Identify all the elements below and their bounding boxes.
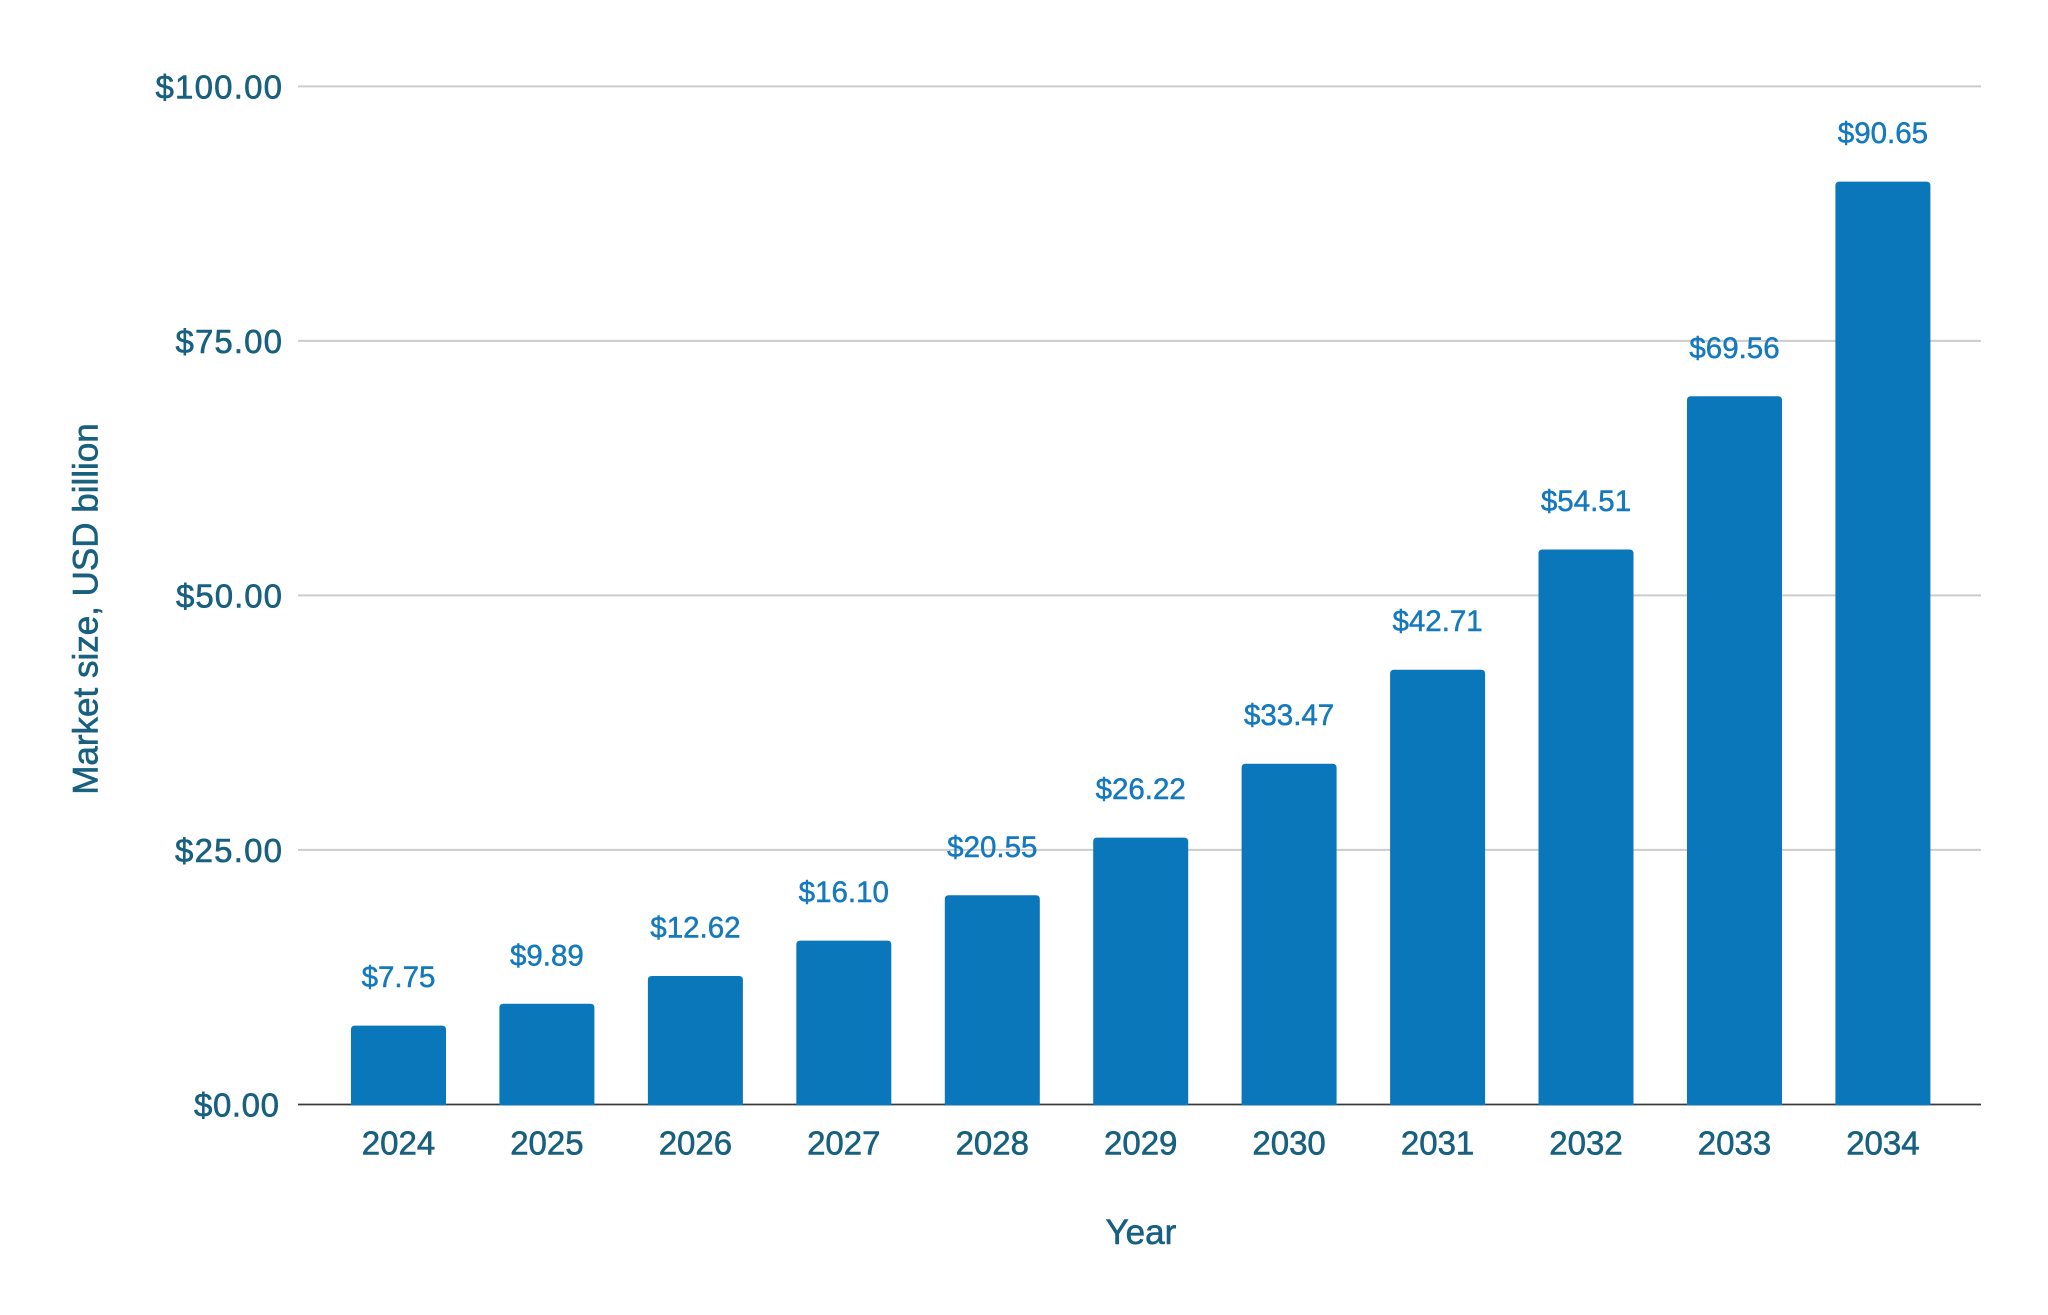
svg-text:2029: 2029 <box>1104 1124 1177 1161</box>
svg-text:Market size, USD billion: Market size, USD billion <box>67 423 106 795</box>
svg-text:2032: 2032 <box>1549 1124 1622 1161</box>
svg-text:$16.10: $16.10 <box>799 876 889 909</box>
svg-text:$9.89: $9.89 <box>510 939 584 972</box>
svg-text:$25.00: $25.00 <box>175 832 282 869</box>
svg-text:2028: 2028 <box>956 1124 1029 1161</box>
svg-text:2030: 2030 <box>1252 1124 1325 1161</box>
svg-text:$54.51: $54.51 <box>1541 485 1631 518</box>
svg-text:2024: 2024 <box>362 1124 435 1161</box>
svg-text:$26.22: $26.22 <box>1096 773 1186 806</box>
svg-text:$20.55: $20.55 <box>947 831 1037 864</box>
svg-text:$7.75: $7.75 <box>362 961 436 994</box>
svg-text:Year: Year <box>1106 1213 1177 1252</box>
svg-text:$100.00: $100.00 <box>156 69 283 106</box>
svg-text:$42.71: $42.71 <box>1392 605 1482 638</box>
svg-text:2033: 2033 <box>1698 1124 1771 1161</box>
svg-text:2027: 2027 <box>807 1124 880 1161</box>
svg-text:$90.65: $90.65 <box>1838 117 1928 150</box>
svg-text:$69.56: $69.56 <box>1689 332 1779 365</box>
svg-text:2034: 2034 <box>1846 1124 1919 1161</box>
svg-text:2025: 2025 <box>510 1124 583 1161</box>
svg-text:2026: 2026 <box>659 1124 732 1161</box>
svg-text:$0.00: $0.00 <box>194 1087 279 1124</box>
svg-text:$50.00: $50.00 <box>176 578 282 615</box>
svg-text:2031: 2031 <box>1401 1124 1474 1161</box>
svg-text:$75.00: $75.00 <box>176 323 283 360</box>
svg-text:$12.62: $12.62 <box>650 912 740 945</box>
svg-text:$33.47: $33.47 <box>1244 699 1334 732</box>
